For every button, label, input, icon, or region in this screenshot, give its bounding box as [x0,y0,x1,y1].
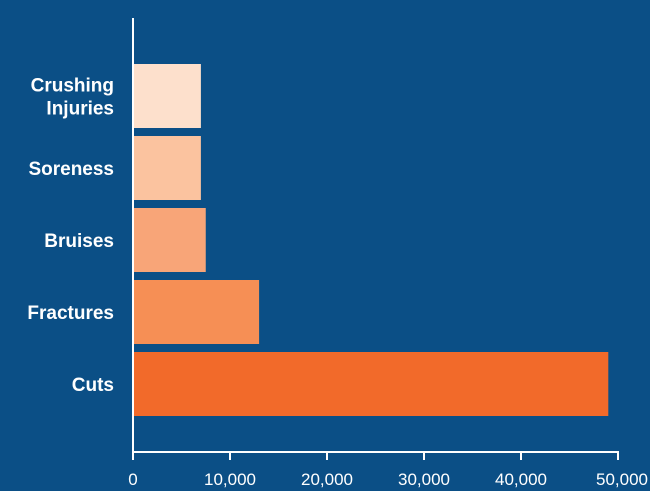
x-tick-label: 30,000 [398,470,450,489]
x-tick-label: 20,000 [301,470,353,489]
bar-crushing-injuries [133,64,201,128]
bar-fractures [133,280,260,344]
category-labels: Crushing Injuries Soreness Bruises Fractures… [27,76,114,397]
category-label-cuts: Cuts [72,375,114,396]
bar-bruises [133,208,206,272]
bar-cuts [133,352,609,416]
bars-group [133,64,609,416]
category-label-fractures: Fractures [27,303,114,324]
x-tick-label: 40,000 [495,470,547,489]
category-label-soreness: Soreness [28,159,114,180]
axes-group [132,18,619,460]
x-tick-labels: 0 10,000 20,000 30,000 40,000 50,000 [128,470,648,489]
category-label-crushing-injuries: Crushing Injuries [31,76,114,120]
x-tick-label: 50,000 [596,470,648,489]
category-label-bruises: Bruises [44,231,114,252]
x-tick-label: 10,000 [204,470,256,489]
x-tick-label: 0 [128,470,137,489]
bar-soreness [133,136,201,200]
